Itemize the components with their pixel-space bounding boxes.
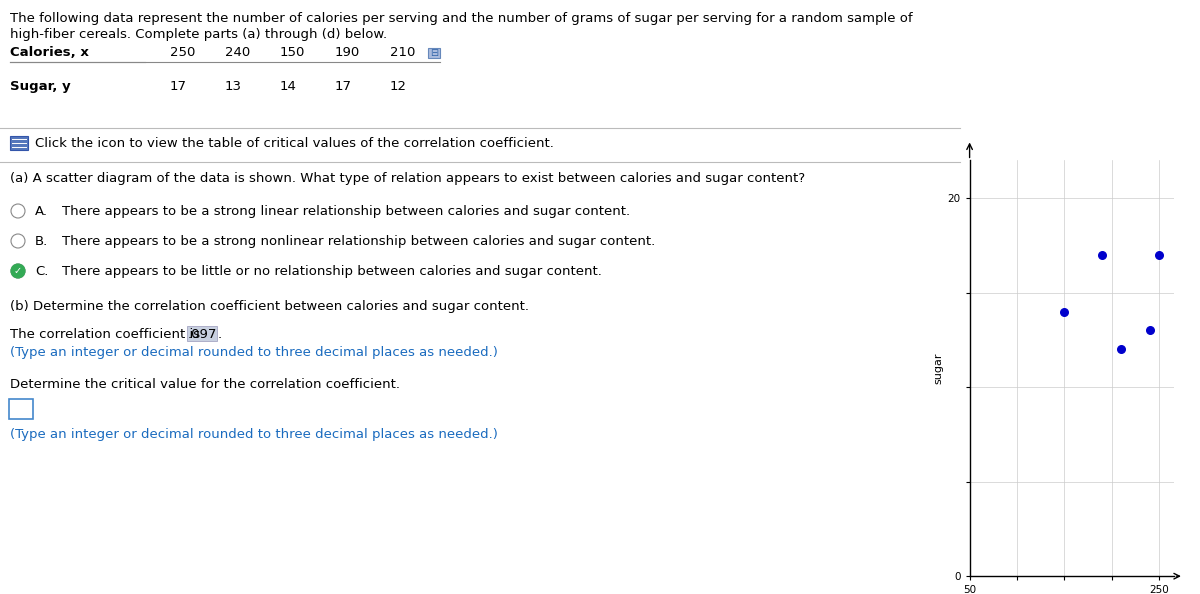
- Text: ⊟: ⊟: [430, 48, 438, 58]
- Point: [1093, 250, 1112, 260]
- Text: Click the icon to view the table of critical values of the correlation coefficie: Click the icon to view the table of crit…: [35, 137, 554, 150]
- Text: (Type an integer or decimal rounded to three decimal places as needed.): (Type an integer or decimal rounded to t…: [10, 346, 498, 359]
- Text: 240: 240: [226, 46, 251, 59]
- Text: 12: 12: [390, 80, 407, 93]
- Text: The correlation coefficient is: The correlation coefficient is: [10, 328, 204, 341]
- Text: There appears to be a strong nonlinear relationship between calories and sugar c: There appears to be a strong nonlinear r…: [62, 235, 655, 248]
- Text: (b) Determine the correlation coefficient between calories and sugar content.: (b) Determine the correlation coefficien…: [10, 300, 529, 313]
- Point: [1150, 250, 1169, 260]
- Text: Calories, x: Calories, x: [10, 46, 89, 59]
- Y-axis label: sugar: sugar: [934, 352, 943, 384]
- Text: The following data represent the number of calories per serving and the number o: The following data represent the number …: [10, 12, 913, 25]
- Circle shape: [11, 264, 25, 278]
- Text: high-fiber cereals. Complete parts (a) through (d) below.: high-fiber cereals. Complete parts (a) t…: [10, 28, 388, 41]
- Text: B.: B.: [35, 235, 48, 248]
- FancyBboxPatch shape: [187, 326, 217, 341]
- Point: [1055, 307, 1074, 317]
- Point: [1112, 345, 1132, 354]
- Text: A.: A.: [35, 205, 48, 218]
- Text: 17: 17: [170, 80, 187, 93]
- Text: (a) A scatter diagram of the data is shown. What type of relation appears to exi: (a) A scatter diagram of the data is sho…: [10, 172, 805, 185]
- Text: .097: .097: [187, 328, 217, 341]
- Text: C.: C.: [35, 265, 48, 278]
- Text: 14: 14: [280, 80, 296, 93]
- Circle shape: [11, 264, 25, 278]
- Text: There appears to be a strong linear relationship between calories and sugar cont: There appears to be a strong linear rela…: [62, 205, 630, 218]
- Text: .: .: [218, 328, 222, 341]
- Text: 13: 13: [226, 80, 242, 93]
- Circle shape: [11, 204, 25, 218]
- Text: Determine the critical value for the correlation coefficient.: Determine the critical value for the cor…: [10, 378, 400, 391]
- Text: There appears to be little or no relationship between calories and sugar content: There appears to be little or no relatio…: [62, 265, 602, 278]
- FancyBboxPatch shape: [10, 399, 34, 419]
- Text: ✓: ✓: [14, 266, 22, 276]
- Text: Sugar, y: Sugar, y: [10, 80, 71, 93]
- Circle shape: [11, 234, 25, 248]
- Point: [1140, 326, 1159, 335]
- Text: 17: 17: [335, 80, 352, 93]
- Text: 210: 210: [390, 46, 415, 59]
- FancyBboxPatch shape: [10, 136, 28, 150]
- Text: 150: 150: [280, 46, 305, 59]
- Text: 190: 190: [335, 46, 360, 59]
- Text: (Type an integer or decimal rounded to three decimal places as needed.): (Type an integer or decimal rounded to t…: [10, 428, 498, 441]
- Text: 250: 250: [170, 46, 196, 59]
- FancyBboxPatch shape: [428, 48, 440, 58]
